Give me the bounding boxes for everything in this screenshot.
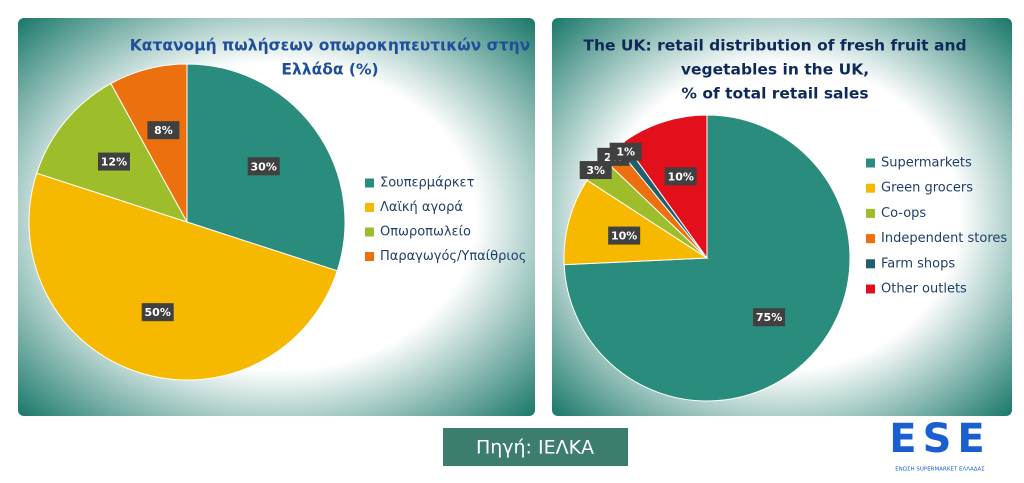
pie-slice: [110, 63, 188, 223]
value-label: 10%: [668, 170, 694, 183]
chart-title: % of total retail sales: [681, 85, 868, 103]
legend-label: Other outlets: [881, 282, 967, 297]
legend-label: Farm shops: [881, 256, 955, 271]
value-label-box: [97, 152, 130, 171]
legend-label: Supermarkets: [881, 156, 972, 171]
pie-slice: [28, 172, 338, 381]
value-label-box: [664, 167, 697, 186]
value-label: 8%: [154, 124, 173, 137]
legend-swatch: [866, 158, 875, 168]
legend-swatch: [866, 183, 875, 193]
pie-slice: [563, 179, 709, 266]
legend-swatch: [866, 208, 875, 218]
chart-title: Ελλάδα (%): [281, 61, 378, 79]
legend-label: Co-ops: [881, 206, 926, 221]
chart-title: The UK: retail distribution of fresh fru…: [583, 37, 966, 55]
legend-swatch: [365, 227, 374, 237]
legend-label: Οπωροπωλείο: [380, 225, 471, 240]
legend-swatch: [365, 178, 374, 188]
value-label-box: [608, 226, 641, 245]
value-label-box: [609, 142, 642, 161]
value-label-box: [247, 157, 280, 176]
value-label: 1%: [616, 146, 635, 159]
logo-mark: ESE: [889, 416, 990, 462]
value-label: 75%: [756, 311, 782, 324]
legend-label: Λαϊκή αγορά: [380, 200, 463, 215]
legend-swatch: [866, 284, 875, 294]
value-label: 50%: [145, 306, 171, 319]
legend-swatch: [866, 234, 875, 244]
value-label-box: [141, 303, 174, 322]
chart-title: Κατανομή πωλήσεων οπωροκηπευτικών στην: [130, 37, 530, 55]
legend-label: Green grocers: [881, 181, 973, 196]
legend-label: Παραγωγός/Υπαίθριος: [380, 249, 526, 264]
value-label: 30%: [251, 160, 277, 173]
logo-caption: ΕΝΩΣΗ SUPERMARKET ΕΛΛΑΔΑΣ: [895, 467, 985, 473]
value-label-box: [147, 121, 180, 140]
source: Πηγή: ΙΕΛΚΑ: [476, 437, 594, 459]
source-box: [443, 428, 628, 466]
pie-slice: [622, 114, 708, 260]
value-label: 10%: [611, 230, 637, 243]
legend-label: Independent stores: [881, 231, 1007, 246]
chart-title: vegetables in the UK,: [681, 61, 869, 79]
legend-swatch: [365, 252, 374, 261]
value-label-box: [753, 308, 786, 327]
legend-swatch: [365, 203, 374, 212]
legend-swatch: [866, 259, 875, 269]
value-label: 12%: [101, 156, 127, 169]
legend-label: Σουπερμάρκετ: [380, 176, 475, 191]
value-label: 3%: [586, 164, 605, 177]
